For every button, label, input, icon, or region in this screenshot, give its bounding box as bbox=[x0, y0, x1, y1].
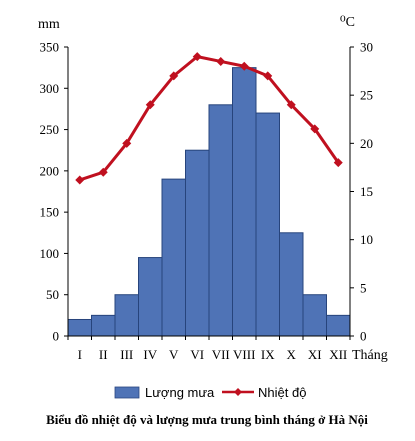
left-axis-unit: mm bbox=[38, 17, 60, 32]
temperature-line bbox=[79, 55, 340, 182]
temperature-marker bbox=[145, 100, 155, 110]
rainfall-bar bbox=[255, 112, 280, 337]
x-tick-label: IX bbox=[261, 347, 275, 362]
x-tick-label: II bbox=[99, 347, 108, 362]
x-tick-label: III bbox=[120, 347, 133, 362]
x-tick-label: I bbox=[78, 347, 82, 362]
rainfall-bar bbox=[114, 294, 139, 337]
x-tick-label: XI bbox=[308, 347, 322, 362]
right-tick-label: 0 bbox=[360, 329, 367, 344]
rainfall-bar bbox=[302, 294, 327, 337]
rainfall-bar bbox=[232, 67, 257, 337]
x-tick-label: VI bbox=[190, 347, 204, 362]
right-tick-label: 15 bbox=[360, 184, 373, 199]
rainfall-bar bbox=[208, 104, 233, 337]
rainfall-bar bbox=[326, 314, 351, 337]
rainfall-bars bbox=[67, 67, 351, 337]
temperature-marker bbox=[310, 124, 320, 134]
rainfall-bar bbox=[91, 314, 116, 337]
left-tick-label: 150 bbox=[40, 205, 60, 220]
left-tick-label: 0 bbox=[53, 329, 60, 344]
legend-rainfall-label: Lượng mưa bbox=[145, 385, 215, 400]
rainfall-bar bbox=[138, 257, 163, 337]
left-axis-ticks: 0 50 100 150 200 250 300 350 bbox=[40, 40, 68, 344]
legend-temperature-marker bbox=[234, 388, 242, 396]
x-tick-label: VII bbox=[212, 347, 230, 362]
temperature-marker bbox=[216, 56, 226, 66]
x-axis-unit: Tháng bbox=[352, 348, 388, 363]
rainfall-bar bbox=[279, 232, 304, 337]
temperature-marker bbox=[286, 100, 296, 110]
right-axis-ticks: 0 5 10 15 20 25 30 bbox=[350, 40, 373, 344]
right-tick-label: 25 bbox=[360, 88, 373, 103]
temperature-marker bbox=[333, 158, 343, 168]
rainfall-bar bbox=[185, 149, 210, 337]
x-tick-label: VIII bbox=[233, 347, 255, 362]
temperature-marker bbox=[75, 175, 85, 185]
legend-temperature-label: Nhiệt độ bbox=[258, 385, 306, 400]
temperature-marker bbox=[239, 61, 249, 71]
temperature-marker bbox=[263, 71, 273, 81]
left-tick-label: 100 bbox=[40, 246, 60, 261]
right-axis-unit: ⁰C bbox=[340, 15, 355, 30]
x-tick-label: V bbox=[169, 347, 179, 362]
temperature-marker bbox=[192, 52, 202, 62]
x-tick-label: IV bbox=[143, 347, 157, 362]
right-tick-label: 30 bbox=[360, 40, 373, 55]
left-tick-label: 350 bbox=[40, 40, 60, 55]
rainfall-bar bbox=[67, 318, 92, 337]
x-tick-label: X bbox=[287, 347, 297, 362]
temperature-marker bbox=[169, 71, 179, 81]
chart-caption: Biểu đồ nhiệt độ và lượng mưa trung bình… bbox=[46, 412, 368, 427]
left-tick-label: 250 bbox=[40, 122, 60, 137]
right-tick-label: 10 bbox=[360, 232, 373, 247]
rainfall-bar bbox=[161, 178, 186, 337]
x-tick-label: XII bbox=[329, 347, 347, 362]
temperature-line-layer bbox=[75, 52, 343, 185]
right-tick-label: 5 bbox=[360, 280, 367, 295]
x-axis-labels: I II III IV V VI VII VIII IX X XI XII bbox=[67, 336, 351, 362]
left-tick-label: 50 bbox=[46, 287, 59, 302]
legend-rainfall-swatch bbox=[114, 386, 140, 399]
temperature-marker bbox=[98, 167, 108, 177]
temperature-marker bbox=[122, 138, 132, 148]
legend: Lượng mưa Nhiệt độ bbox=[114, 385, 306, 400]
left-tick-label: 200 bbox=[40, 163, 60, 178]
left-tick-label: 300 bbox=[40, 81, 60, 96]
right-tick-label: 20 bbox=[360, 136, 373, 151]
